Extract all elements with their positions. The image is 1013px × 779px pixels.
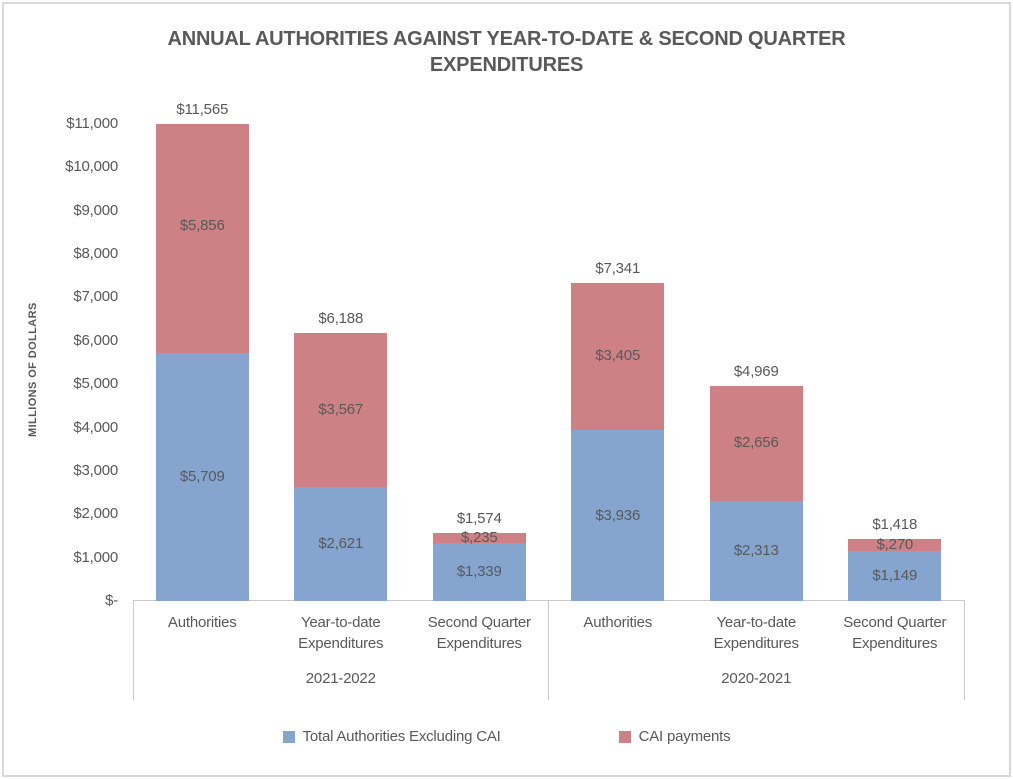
y-tick-label: $1,000 [73,548,118,566]
red-segment-label: $,270 [876,536,914,554]
red-segment-label: $,235 [460,528,498,546]
blue-segment-label: $3,936 [595,506,641,524]
bar-segment-red [571,282,665,431]
y-tick-label: $7,000 [73,288,118,306]
blue-segment-label: $2,313 [733,541,779,559]
blue-segment-label: $2,621 [318,535,364,553]
bar-segment-blue [432,542,526,601]
bar-segment-blue [709,500,803,601]
bar-segment-red [432,532,526,543]
category-separator-line [548,600,549,700]
bar-segment-red [155,124,249,354]
y-tick-label: $11,000 [66,115,118,132]
y-tick-label: $2,000 [73,505,118,523]
total-label: $7,341 [595,259,641,277]
category-label: Authorities [583,614,653,631]
red-segment-label: $2,656 [733,434,779,452]
bar-segment-red [848,539,942,552]
category-label: Year-to-date Expenditures [713,614,799,652]
y-tick-label: $3,000 [73,461,118,479]
bar-segment-blue [294,487,388,601]
blue-segment-label: $1,339 [456,562,502,580]
legend-label: Total Authorities Excluding CAI [302,728,501,745]
legend-item: CAI payments [618,727,731,747]
total-label: $4,969 [733,362,779,380]
chart-title: ANNUAL AUTHORITIES AGAINST YEAR-TO-DATE … [0,26,1013,78]
category-label: Second Quarter Expenditures [843,614,947,652]
bar-segment-blue [155,353,249,601]
blue-segment-label: $1,149 [872,567,918,585]
legend-swatch-icon [618,731,631,743]
bar-segment-red [709,385,803,501]
legend-label: CAI payments [638,728,731,745]
red-segment-label: $3,567 [318,401,364,418]
y-tick-label: $8,000 [73,245,118,263]
total-label: $1,574 [456,509,502,527]
y-tick-label: $5,000 [73,375,118,393]
category-separator-line [132,600,134,700]
category-label: Year-to-date Expenditures [298,614,384,652]
group-label: 2021-2022 [305,670,376,687]
y-tick-label: $4,000 [73,418,118,436]
total-label: $6,188 [318,309,364,327]
chart-title-text: ANNUAL AUTHORITIES AGAINST YEAR-TO-DATE … [167,28,846,76]
category-label: Authorities [167,614,237,631]
category-label: Second Quarter Expenditures [427,614,531,652]
bar-segment-blue [848,551,942,601]
y-tick-label: $9,000 [73,201,118,219]
bar-segment-red [294,332,388,488]
blue-segment-label: $5,709 [179,468,225,486]
total-label: $1,418 [872,516,918,534]
legend: Total Authorities Excluding CAI CAI payme… [0,727,1013,747]
category-separator-line [963,600,965,700]
legend-item: Total Authorities Excluding CAI [282,727,501,747]
y-tick-label: $6,000 [73,331,118,349]
total-label: $11,565 [176,101,229,118]
y-tick-label: $- [105,592,118,609]
bar-segment-blue [571,430,665,601]
y-tick-label: $10,000 [65,158,118,176]
group-label: 2020-2021 [721,670,792,687]
red-segment-label: $5,856 [179,217,225,235]
red-segment-label: $3,405 [595,347,641,365]
legend-swatch-icon [282,731,295,743]
